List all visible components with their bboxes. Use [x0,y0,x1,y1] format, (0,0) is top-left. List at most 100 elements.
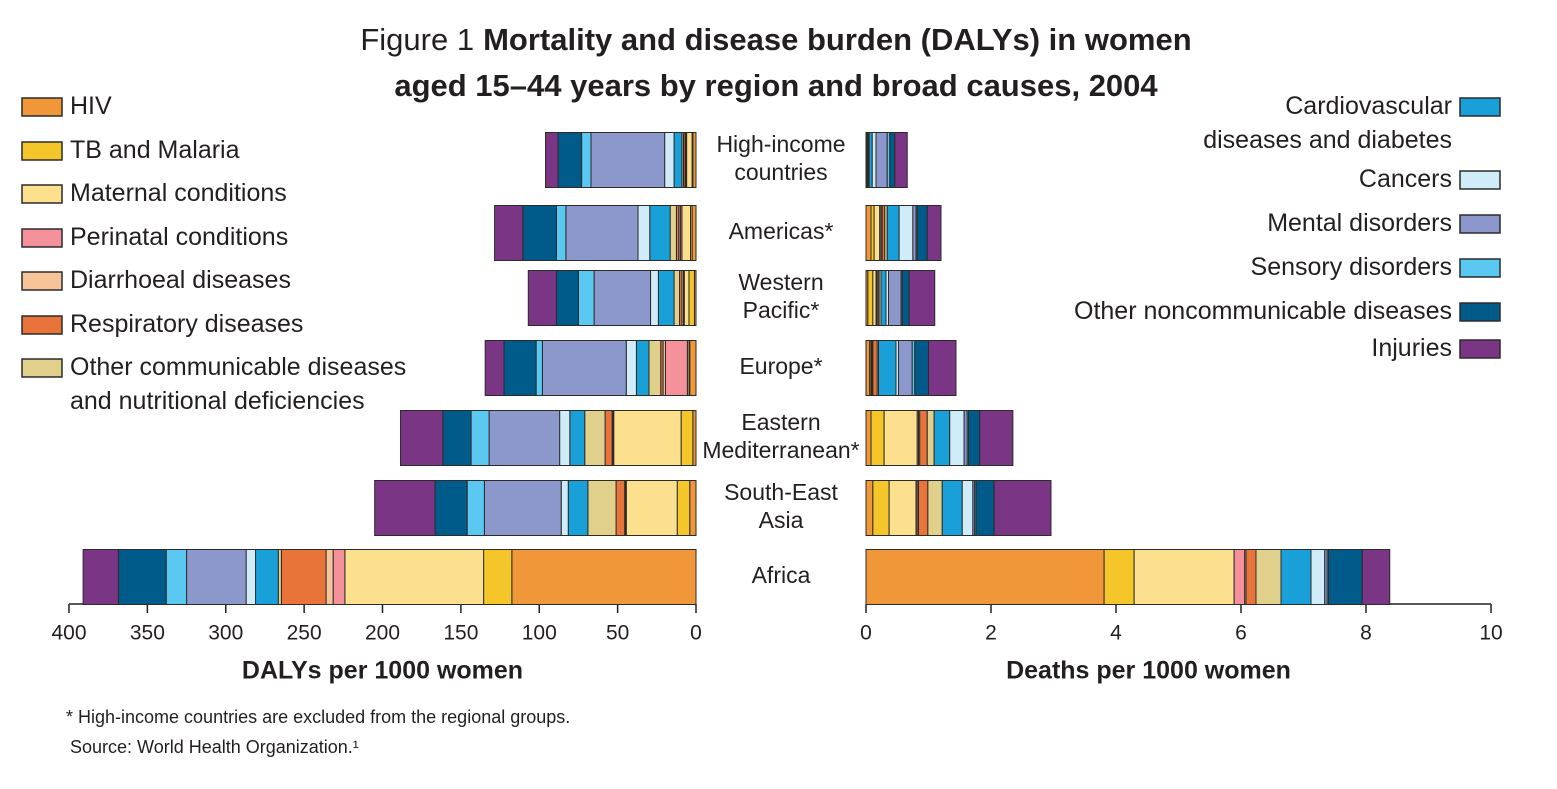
bar-segment [975,480,995,536]
x-axis-title: Deaths per 1000 women [1006,657,1291,685]
bar-segment [613,410,682,466]
bar-segment [867,270,874,326]
bar-segment [604,410,613,466]
bar-segment [919,410,928,466]
bar-segment [979,410,1014,466]
x-tick-label: 400 [51,622,86,645]
legend-swatch [1459,214,1501,234]
bar-segment [590,132,666,188]
bar-segment [927,480,943,536]
bar-segment [918,480,929,536]
bar-segment [865,410,872,466]
bar-segment [873,205,881,261]
bar-segment [883,410,918,466]
bar-segment [941,480,963,536]
bar-segment [541,340,627,396]
footnote: * High-income countries are excluded fro… [66,707,570,727]
bar-segment [483,549,513,605]
x-tick-label: 10 [1479,622,1502,645]
bar-segment [400,410,444,466]
bar-segment [1245,549,1257,605]
legend-swatch [1459,302,1501,322]
legend-swatch [21,315,63,335]
legend-label: Cardiovascular diseases and diabetes [1203,92,1452,154]
bar-segment [872,480,890,536]
bar-segment [648,340,662,396]
bar-segment [880,270,887,326]
bar-segment [1328,549,1363,605]
bar-segment [555,270,579,326]
category-label: Europe* [739,353,822,379]
bar-segment [949,410,965,466]
bar-segment [865,480,874,536]
bar-segment [875,132,888,188]
bar-segment [494,205,524,261]
x-tick-label: 50 [606,622,629,645]
bar-segment [637,205,651,261]
bar-segment [593,270,652,326]
bar-segment [587,480,617,536]
bar-segment [878,340,897,396]
bar-segment [615,480,626,536]
bar-segment [442,410,472,466]
chart-title: Mortality and disease burden (DALYs) in … [394,22,1191,103]
bar-segment [889,132,896,188]
bar-segment [527,270,557,326]
bar-segment [344,549,485,605]
bar-segment [928,340,957,396]
legend-swatch [1459,97,1501,117]
bar-segment [968,410,981,466]
bar-segment [255,549,279,605]
legend-label: Cancers [1359,165,1452,193]
x-axis-title: DALYs per 1000 women [242,657,523,685]
x-tick-label: 250 [287,622,322,645]
legend-swatch [21,184,63,204]
x-tick-label: 0 [690,622,702,645]
bar-segment [483,480,562,536]
bar-segment [680,410,694,466]
bar-segment [916,205,928,261]
bar-segment [1133,549,1235,605]
x-tick-label: 4 [1110,622,1122,645]
bar-segment [82,549,119,605]
bar-segment [683,270,690,326]
bar-segment [1103,549,1135,605]
legend-swatch [1459,339,1501,359]
bar-segment [914,340,929,396]
bar-segment [688,270,695,326]
legend-label: Sensory disorders [1251,253,1452,281]
bar-segment [488,410,561,466]
legend-label: Injuries [1371,334,1452,362]
x-tick-label: 0 [860,622,872,645]
bar-segment [434,480,468,536]
bar-segment [888,480,917,536]
bar-segment [689,480,697,536]
category-label: Americas* [729,218,834,244]
legend-label: TB and Malaria [70,136,240,164]
legend-swatch [21,141,63,161]
bar-segment [649,205,671,261]
bar-segment [691,205,697,261]
legend-label: Perinatal conditions [70,223,288,251]
legend-swatch [21,228,63,248]
bar-segment [625,340,637,396]
category-label: Eastern Mediterranean* [702,409,859,463]
bar-segment [686,132,693,188]
x-tick-label: 6 [1235,622,1247,645]
legend-swatch [1459,170,1501,190]
x-tick-label: 8 [1360,622,1372,645]
bar-segment [993,480,1052,536]
x-tick-label: 300 [208,622,243,645]
bar-segment [650,270,659,326]
bar-segment [522,205,557,261]
bar-segment [681,205,692,261]
bar-segment [635,340,650,396]
x-tick-label: 100 [522,622,557,645]
bar-segment [926,410,935,466]
bar-segment [557,132,583,188]
bar-segment [865,205,872,261]
bar-segment [577,270,595,326]
legend-label: Other noncommunicable diseases [1074,297,1452,325]
x-tick-label: 200 [365,622,400,645]
legend-label: Maternal conditions [70,179,287,207]
